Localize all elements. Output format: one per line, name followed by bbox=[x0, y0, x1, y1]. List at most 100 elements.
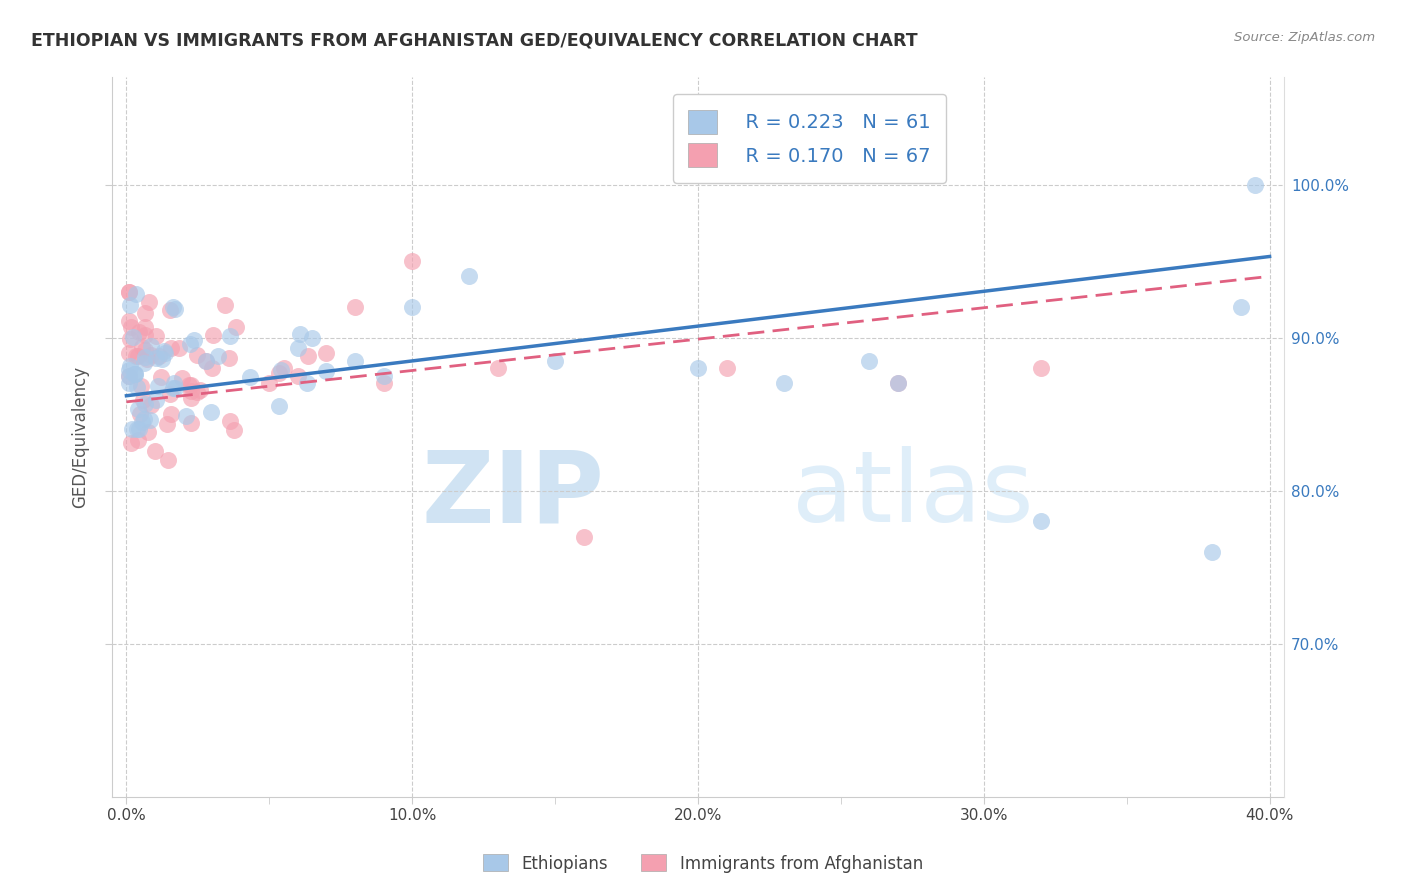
Point bbox=[200, 361, 222, 376]
Point bbox=[172, 371, 194, 385]
Point bbox=[287, 368, 309, 383]
Point bbox=[1230, 300, 1253, 314]
Point bbox=[139, 339, 162, 353]
Point bbox=[180, 391, 202, 405]
Point bbox=[218, 351, 240, 365]
Point bbox=[224, 424, 246, 438]
Point bbox=[139, 398, 162, 412]
Point bbox=[128, 325, 150, 339]
Point bbox=[121, 422, 143, 436]
Point bbox=[544, 353, 567, 368]
Point bbox=[401, 300, 423, 314]
Point bbox=[131, 415, 153, 429]
Point bbox=[143, 444, 166, 458]
Point bbox=[156, 453, 179, 467]
Point bbox=[145, 329, 167, 343]
Point bbox=[287, 341, 309, 355]
Point bbox=[134, 350, 156, 364]
Point bbox=[122, 330, 145, 344]
Point bbox=[315, 346, 337, 360]
Point bbox=[887, 376, 910, 391]
Point bbox=[572, 529, 595, 543]
Point bbox=[120, 435, 142, 450]
Point bbox=[159, 303, 181, 318]
Point bbox=[195, 354, 218, 368]
Text: ETHIOPIAN VS IMMIGRANTS FROM AFGHANISTAN GED/EQUIVALENCY CORRELATION CHART: ETHIOPIAN VS IMMIGRANTS FROM AFGHANISTAN… bbox=[31, 31, 918, 49]
Point bbox=[127, 349, 149, 363]
Text: atlas: atlas bbox=[792, 446, 1033, 543]
Point bbox=[127, 434, 149, 448]
Point bbox=[122, 367, 145, 381]
Point bbox=[159, 387, 181, 401]
Point bbox=[858, 353, 880, 368]
Point bbox=[180, 378, 202, 392]
Text: Source: ZipAtlas.com: Source: ZipAtlas.com bbox=[1234, 31, 1375, 45]
Point bbox=[160, 341, 183, 355]
Y-axis label: GED/Equivalency: GED/Equivalency bbox=[72, 366, 89, 508]
Point bbox=[225, 320, 247, 334]
Point bbox=[118, 376, 141, 390]
Point bbox=[270, 363, 292, 377]
Point bbox=[134, 355, 156, 369]
Point bbox=[148, 349, 170, 363]
Point bbox=[118, 345, 141, 359]
Point bbox=[214, 298, 236, 312]
Point bbox=[118, 314, 141, 328]
Point bbox=[218, 414, 240, 428]
Point bbox=[125, 422, 148, 436]
Point bbox=[139, 412, 162, 426]
Point bbox=[373, 376, 395, 391]
Point bbox=[887, 376, 910, 391]
Point bbox=[125, 379, 148, 393]
Point bbox=[207, 349, 229, 363]
Point bbox=[138, 294, 160, 309]
Point bbox=[118, 369, 141, 384]
Point bbox=[1029, 361, 1052, 376]
Point bbox=[269, 366, 291, 380]
Point bbox=[124, 367, 146, 381]
Point bbox=[145, 351, 167, 365]
Legend:   R = 0.223   N = 61,   R = 0.170   N = 67: R = 0.223 N = 61, R = 0.170 N = 67 bbox=[672, 95, 946, 183]
Point bbox=[163, 381, 186, 395]
Point bbox=[1029, 514, 1052, 528]
Point bbox=[219, 328, 242, 343]
Point bbox=[136, 352, 159, 367]
Point bbox=[150, 351, 173, 366]
Point bbox=[165, 301, 187, 316]
Point bbox=[177, 377, 200, 392]
Point bbox=[145, 392, 167, 407]
Point bbox=[134, 343, 156, 357]
Point bbox=[134, 305, 156, 319]
Point bbox=[344, 300, 367, 314]
Point bbox=[156, 417, 179, 431]
Point bbox=[288, 326, 311, 341]
Point bbox=[139, 347, 162, 361]
Point bbox=[127, 402, 149, 417]
Point bbox=[486, 361, 509, 376]
Point bbox=[180, 416, 202, 430]
Point bbox=[344, 353, 367, 368]
Point bbox=[174, 409, 197, 423]
Point bbox=[129, 378, 152, 392]
Point bbox=[120, 320, 142, 334]
Point bbox=[124, 367, 146, 381]
Point bbox=[772, 376, 794, 391]
Point bbox=[183, 334, 205, 348]
Point bbox=[167, 341, 190, 355]
Point bbox=[146, 379, 169, 393]
Point bbox=[194, 354, 217, 368]
Point bbox=[159, 407, 181, 421]
Point bbox=[1244, 178, 1267, 192]
Point bbox=[188, 383, 211, 397]
Point bbox=[125, 349, 148, 363]
Point bbox=[201, 328, 224, 343]
Point bbox=[315, 364, 337, 378]
Point bbox=[134, 397, 156, 411]
Point bbox=[186, 385, 208, 400]
Point bbox=[186, 348, 208, 362]
Point bbox=[163, 376, 186, 390]
Point bbox=[401, 254, 423, 268]
Point bbox=[458, 269, 481, 284]
Point bbox=[134, 320, 156, 334]
Point bbox=[118, 332, 141, 346]
